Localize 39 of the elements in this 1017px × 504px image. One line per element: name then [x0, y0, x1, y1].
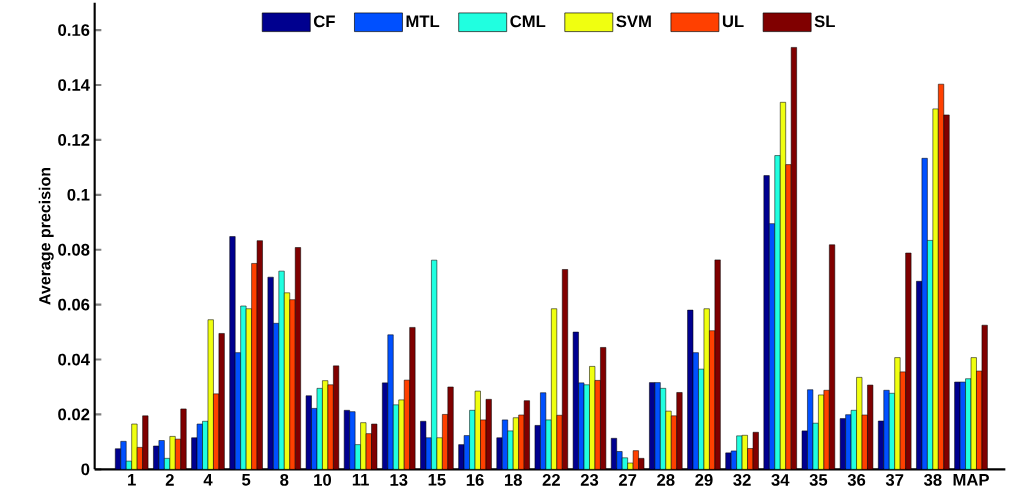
- x-tick-label: 28: [657, 474, 675, 486]
- x-tick-label: 8: [280, 474, 289, 486]
- x-tick-label: MAP: [953, 474, 989, 486]
- x-tick-label: 36: [847, 474, 866, 486]
- y-tick-label: 0.08: [58, 243, 90, 256]
- x-tick-label: 10: [314, 474, 332, 486]
- x-tick-label: 22: [542, 474, 560, 486]
- x-tick-label: 2: [165, 474, 174, 486]
- x-tick-label: 4: [203, 474, 213, 486]
- x-tick-label: 13: [390, 474, 408, 486]
- y-tick-label: 0.1: [67, 188, 90, 201]
- y-tick-label: 0.12: [58, 134, 90, 146]
- x-tick-label: 11: [352, 474, 369, 486]
- x-tick-label: 23: [580, 474, 599, 486]
- y-tick-label: 0: [81, 463, 90, 476]
- x-tick-label: 34: [771, 474, 790, 486]
- y-tick-label: 0.04: [58, 353, 90, 366]
- legend-label: CF: [313, 15, 335, 28]
- x-tick-label: 35: [809, 474, 828, 486]
- y-axis-title: Average precision: [38, 167, 54, 305]
- legend-label: MTL: [406, 15, 440, 27]
- x-tick-label: 5: [242, 474, 251, 486]
- x-tick-label: 16: [466, 474, 484, 486]
- x-tick-label: 15: [428, 474, 446, 486]
- y-tick-label: 0.06: [58, 298, 90, 311]
- y-tick-label: 0.14: [58, 79, 90, 91]
- x-tick-label: 1: [128, 474, 136, 486]
- x-tick-label: 32: [733, 474, 751, 486]
- legend-label: SL: [814, 15, 835, 28]
- legend-label: UL: [722, 15, 744, 28]
- x-tick-label: 38: [923, 474, 942, 486]
- x-tick-label: 29: [695, 474, 713, 486]
- y-tick-label: 0.02: [58, 408, 90, 421]
- legend-label: SVM: [616, 15, 651, 28]
- x-tick-label: 27: [618, 474, 637, 486]
- legend-label: CML: [510, 15, 546, 28]
- x-tick-label: 18: [504, 474, 522, 486]
- y-tick-label: 0.16: [58, 24, 90, 37]
- x-tick-label: 37: [885, 474, 904, 486]
